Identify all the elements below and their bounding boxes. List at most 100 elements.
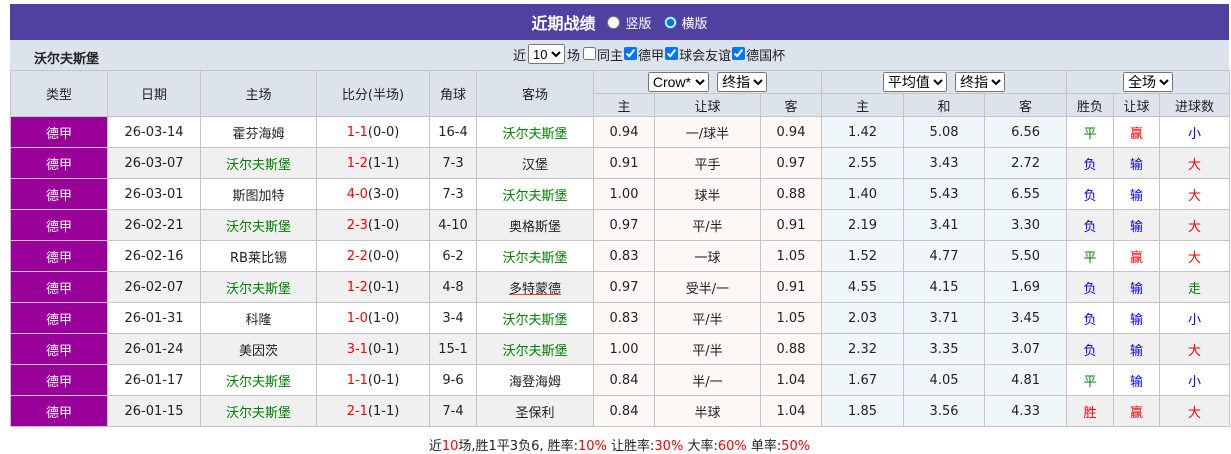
match-row[interactable]: 德甲 26-03-07 沃尔夫斯堡 1-2(1-1) 7-3 汉堡 0.91 平手 0.97 2.… [10,147,1231,179]
handicap-result: 赢 [1113,395,1161,427]
recent-prefix: 近 [513,48,527,64]
full-score: 3-1 [346,341,368,357]
corner-score: 7-4 [429,395,477,427]
away-team: 沃尔夫斯堡 [476,302,594,334]
match-type: 德甲 [10,178,108,210]
asian-company-select[interactable]: Crow* [647,72,709,92]
asian-away-odds: 1.04 [759,395,823,427]
match-row[interactable]: 德甲 26-01-24 美因茨 3-1(0-1) 15-1 沃尔夫斯堡 1.00 平/半 0.8… [10,333,1231,365]
panel-title: 近期战绩 [531,14,596,33]
asian-away-odds: 0.91 [759,271,823,303]
scope-select[interactable]: 全场 [1123,72,1174,92]
avg-away-odds: 6.56 [984,116,1068,148]
avg-draw-odds: 4.15 [903,271,986,303]
title-bar: 近期战绩 竖版 横版 [10,4,1229,40]
asian-mode-select[interactable]: 终指 [717,72,768,92]
away-team: 奥格斯堡 [476,209,594,241]
subcol-header: 让球 [654,93,761,117]
avg-draw-odds: 3.56 [903,395,986,427]
match-score: 2-2(0-0) [316,240,430,272]
result: 平 [1066,240,1115,272]
match-table: 类型 日期 主场 比分(半场) 角球 客场 Crow* 终指 平均值 终指 全场… [10,70,1231,427]
asian-away-odds: 0.88 [759,178,823,210]
filter-checkbox-3[interactable]: 德国杯 [731,46,785,64]
view-horizontal-option[interactable]: 横版 [658,13,708,32]
match-date: 26-01-24 [107,333,201,365]
col-score: 比分(半场) [316,70,430,117]
summary-text: 让胜率: [606,439,655,454]
asian-away-odds: 1.05 [759,240,823,272]
avg-home-odds: 1.52 [821,240,905,272]
match-row[interactable]: 德甲 26-03-14 霍芬海姆 1-1(0-0) 16-4 沃尔夫斯堡 0.94 一/球半 0… [10,116,1231,148]
handicap-line: 一球 [654,240,761,272]
avg-draw-odds: 3.71 [903,302,986,334]
match-row[interactable]: 德甲 26-01-15 沃尔夫斯堡 2-1(1-1) 7-4 圣保利 0.84 半球 1.04 1… [10,395,1231,427]
filter-checkbox-0[interactable]: 同主 [582,46,623,64]
avg-company-select[interactable]: 平均值 [882,72,947,92]
match-row[interactable]: 德甲 26-02-16 RB莱比锡 2-2(0-0) 6-2 沃尔夫斯堡 0.83 一球 1.0… [10,240,1231,272]
avg-draw-odds: 3.35 [903,333,986,365]
match-row[interactable]: 德甲 26-02-21 沃尔夫斯堡 2-3(1-0) 4-10 奥格斯堡 0.97 平/半 0.… [10,209,1231,241]
result: 负 [1066,209,1115,241]
subcol-header: 胜负 [1066,93,1115,117]
summary-text: 场,胜1平3负6, 胜率: [458,439,578,454]
match-row[interactable]: 德甲 26-01-17 沃尔夫斯堡 1-1(0-1) 9-6 海登海姆 0.84 半/一 1.0… [10,364,1231,396]
handicap-line: 半/一 [654,364,761,396]
asian-home-odds: 0.83 [593,240,655,272]
goals-result: 小 [1159,302,1231,334]
home-team: 斯图加特 [200,178,317,210]
handicap-result: 赢 [1113,116,1161,148]
checkbox[interactable] [583,46,597,60]
asian-home-odds: 0.84 [593,364,655,396]
corner-score: 3-4 [429,302,477,334]
asian-home-odds: 0.97 [593,271,655,303]
avg-draw-odds: 5.43 [903,178,986,210]
home-team: 沃尔夫斯堡 [200,147,317,179]
asian-odds-header: Crow* 终指 [592,70,823,94]
avg-home-odds: 2.19 [821,209,905,241]
filter-checkbox-2[interactable]: 球会友谊 [664,46,731,64]
match-score: 1-1(0-1) [316,364,430,396]
match-row[interactable]: 德甲 26-01-31 科隆 1-0(1-0) 3-4 沃尔夫斯堡 0.83 平/半 1.05 2… [10,302,1231,334]
asian-away-odds: 0.88 [759,333,823,365]
avg-home-odds: 2.32 [821,333,905,365]
handicap-result: 输 [1113,302,1161,334]
home-team: 沃尔夫斯堡 [200,395,317,427]
match-type: 德甲 [10,209,108,241]
avg-draw-odds: 5.08 [903,116,986,148]
avg-draw-odds: 3.43 [903,147,986,179]
corner-score: 9-6 [429,364,477,396]
filter-checkbox-1[interactable]: 德甲 [623,46,664,64]
match-row[interactable]: 德甲 26-02-07 沃尔夫斯堡 1-2(0-1) 4-8 多特蒙德 0.97 受半/一 0.… [10,271,1231,303]
handicap-result: 赢 [1113,240,1161,272]
handicap-result: 输 [1113,271,1161,303]
match-date: 26-02-21 [107,209,201,241]
recent-record-panel: 近期战绩 竖版 横版 沃尔夫斯堡 近 10 场 同主 德甲 球会友谊 德国杯 类型 日… [10,4,1231,454]
match-type: 德甲 [10,302,108,334]
corner-score: 4-8 [429,271,477,303]
avg-mode-select[interactable]: 终指 [955,72,1006,92]
view-horizontal-radio[interactable] [663,15,677,29]
handicap-result: 输 [1113,364,1161,396]
handicap-result: 输 [1113,333,1161,365]
match-date: 26-02-07 [107,271,201,303]
full-score: 1-2 [346,155,368,171]
avg-away-odds: 3.45 [984,302,1068,334]
match-row[interactable]: 德甲 26-03-01 斯图加特 4-0(3-0) 7-3 沃尔夫斯堡 1.00 球半 0.88… [10,178,1231,210]
avg-home-odds: 1.85 [821,395,905,427]
asian-away-odds: 0.94 [759,116,823,148]
full-score: 2-1 [346,403,368,419]
win-rate: 10% [577,439,607,454]
handicap-result: 输 [1113,147,1161,179]
checkbox[interactable] [732,46,746,60]
match-date: 26-01-17 [107,364,201,396]
match-date: 26-01-15 [107,395,201,427]
checkbox[interactable] [665,46,679,60]
half-score: (1-1) [367,155,400,171]
checkbox[interactable] [624,46,638,60]
recent-count-select[interactable]: 10 [528,44,566,64]
handicap-line: 受半/一 [654,271,761,303]
view-vertical-radio[interactable] [607,15,621,29]
view-vertical-option[interactable]: 竖版 [601,13,652,32]
asian-home-odds: 1.00 [593,178,655,210]
